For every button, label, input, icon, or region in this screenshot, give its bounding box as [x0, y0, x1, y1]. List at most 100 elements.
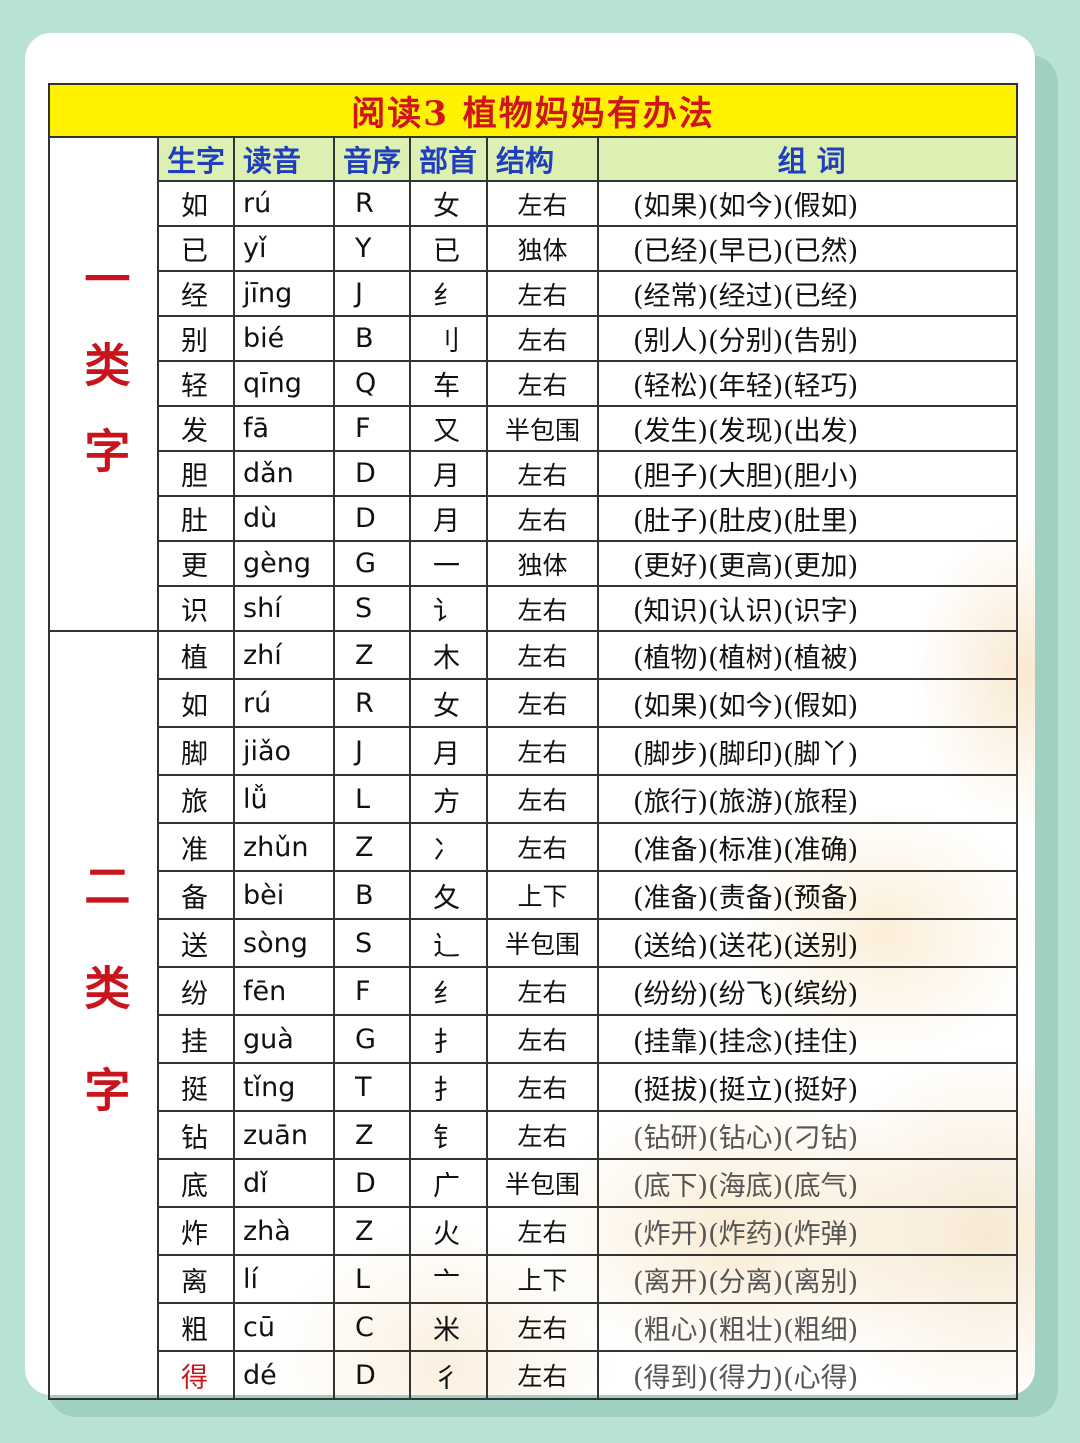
pinyin-cell: dǎn: [233, 450, 335, 497]
table-row: 粗 cū C 米左右 (粗心)(粗壮)(粗细): [49, 1302, 1019, 1352]
index-letter-cell: Z: [333, 822, 411, 872]
structure-cell: 左右: [486, 1062, 599, 1112]
pinyin-cell: fēn: [233, 966, 335, 1016]
words-cell: (送给)(送花)(送别): [596, 918, 1019, 968]
char-cell: 挺: [157, 1062, 235, 1112]
words-cell: (底下)(海底)(底气): [596, 1158, 1019, 1208]
char-cell: 准: [157, 822, 235, 872]
pinyin-cell: yǐ: [233, 225, 335, 272]
table-row: 别 bié B 刂左右 (别人)(分别)(告别): [49, 315, 1019, 362]
pinyin-cell: jīng: [233, 270, 335, 317]
category-label-2: 二类字: [48, 630, 159, 1400]
radical-cell: 扌: [409, 1014, 488, 1064]
index-letter-cell: T: [333, 1062, 411, 1112]
index-letter-cell: D: [333, 495, 411, 542]
table-row: 离 lí L 亠上下 (离开)(分离)(离别): [49, 1254, 1019, 1304]
table-row: 轻 qīng Q 车左右 (轻松)(年轻)(轻巧): [49, 360, 1019, 407]
table-row: 挂 guà G 扌左右 (挂靠)(挂念)(挂住): [49, 1014, 1019, 1064]
structure-cell: 左右: [486, 1206, 599, 1256]
radical-cell: 木: [409, 630, 488, 680]
structure-cell: 独体: [486, 540, 599, 587]
words-cell: (别人)(分别)(告别): [596, 315, 1019, 362]
words-cell: (知识)(认识)(识字): [596, 585, 1019, 632]
table-row: 更 gèng G 一独体 (更好)(更高)(更加): [49, 540, 1019, 587]
char-cell: 轻: [157, 360, 235, 407]
words-cell: (挂靠)(挂念)(挂住): [596, 1014, 1019, 1064]
header-structure: 结构: [486, 136, 599, 182]
pinyin-cell: lǚ: [233, 774, 335, 824]
pinyin-cell: zuān: [233, 1110, 335, 1160]
words-cell: (纷纷)(纷飞)(缤纷): [596, 966, 1019, 1016]
words-cell: (旅行)(旅游)(旅程): [596, 774, 1019, 824]
table-row: 准 zhǔn Z 冫左右 (准备)(标准)(准确): [49, 822, 1019, 872]
radical-cell: 刂: [409, 315, 488, 362]
pinyin-cell: qīng: [233, 360, 335, 407]
table-row: 旅 lǚ L 方左右 (旅行)(旅游)(旅程): [49, 774, 1019, 824]
pinyin-cell: sòng: [233, 918, 335, 968]
index-letter-cell: Z: [333, 1110, 411, 1160]
radical-cell: 月: [409, 495, 488, 542]
radical-cell: 夂: [409, 870, 488, 920]
index-letter-cell: J: [333, 726, 411, 776]
char-cell: 底: [157, 1158, 235, 1208]
index-letter-cell: S: [333, 918, 411, 968]
structure-cell: 左右: [486, 585, 599, 632]
radical-cell: 亠: [409, 1254, 488, 1304]
index-letter-cell: B: [333, 870, 411, 920]
words-cell: (炸开)(炸药)(炸弹): [596, 1206, 1019, 1256]
pinyin-cell: zhà: [233, 1206, 335, 1256]
category-label-text: 二类字: [77, 862, 132, 1168]
char-cell: 送: [157, 918, 235, 968]
char-cell: 挂: [157, 1014, 235, 1064]
index-letter-cell: L: [333, 774, 411, 824]
char-cell: 得: [157, 1350, 235, 1400]
structure-cell: 左右: [486, 1014, 599, 1064]
category-label-text: 一类字: [77, 255, 132, 513]
title-row: 阅读3 植物妈妈有办法: [47, 83, 1019, 138]
index-letter-cell: F: [333, 966, 411, 1016]
pinyin-cell: dǐ: [233, 1158, 335, 1208]
table-row: 底 dǐ D 广半包围 (底下)(海底)(底气): [49, 1158, 1019, 1208]
header-char: 生字: [157, 136, 235, 182]
char-cell: 粗: [157, 1302, 235, 1352]
index-letter-cell: B: [333, 315, 411, 362]
char-cell: 炸: [157, 1206, 235, 1256]
index-letter-cell: Z: [333, 1206, 411, 1256]
radical-cell: 月: [409, 450, 488, 497]
index-letter-cell: D: [333, 450, 411, 497]
char-cell: 备: [157, 870, 235, 920]
structure-cell: 左右: [486, 678, 599, 728]
words-cell: (植物)(植树)(植被): [596, 630, 1019, 680]
pinyin-cell: rú: [233, 678, 335, 728]
category-label-1: 一类字: [48, 136, 159, 632]
structure-cell: 左右: [486, 495, 599, 542]
table-row: 经 jīng J 纟左右 (经常)(经过)(已经): [49, 270, 1019, 317]
words-cell: (肚子)(肚皮)(肚里): [596, 495, 1019, 542]
structure-cell: 上下: [486, 1254, 599, 1304]
radical-cell: 一: [409, 540, 488, 587]
index-letter-cell: L: [333, 1254, 411, 1304]
index-letter-cell: R: [333, 180, 411, 227]
table-row: 胆 dǎn D 月左右 (胆子)(大胆)(胆小): [49, 450, 1019, 497]
structure-cell: 左右: [486, 726, 599, 776]
structure-cell: 半包围: [486, 1158, 599, 1208]
structure-cell: 左右: [486, 822, 599, 872]
radical-cell: 广: [409, 1158, 488, 1208]
radical-cell: 车: [409, 360, 488, 407]
radical-cell: 钅: [409, 1110, 488, 1160]
char-cell: 钻: [157, 1110, 235, 1160]
structure-cell: 半包围: [486, 918, 599, 968]
index-letter-cell: C: [333, 1302, 411, 1352]
table-row: 钻 zuān Z 钅左右 (钻研)(钻心)(刁钻): [49, 1110, 1019, 1160]
radical-cell: 月: [409, 726, 488, 776]
table-row: 发 fā F 又半包围 (发生)(发现)(出发): [49, 405, 1019, 452]
structure-cell: 左右: [486, 630, 599, 680]
char-cell: 识: [157, 585, 235, 632]
table-row: 得 dé D 彳左右 (得到)(得力)(心得): [49, 1350, 1019, 1400]
table-row: 二类字植 zhí Z 木左右 (植物)(植树)(植被): [48, 630, 1019, 1400]
structure-cell: 左右: [486, 774, 599, 824]
index-letter-cell: Q: [333, 360, 411, 407]
pinyin-cell: jiǎo: [233, 726, 335, 776]
structure-cell: 半包围: [486, 405, 599, 452]
words-cell: (胆子)(大胆)(胆小): [596, 450, 1019, 497]
